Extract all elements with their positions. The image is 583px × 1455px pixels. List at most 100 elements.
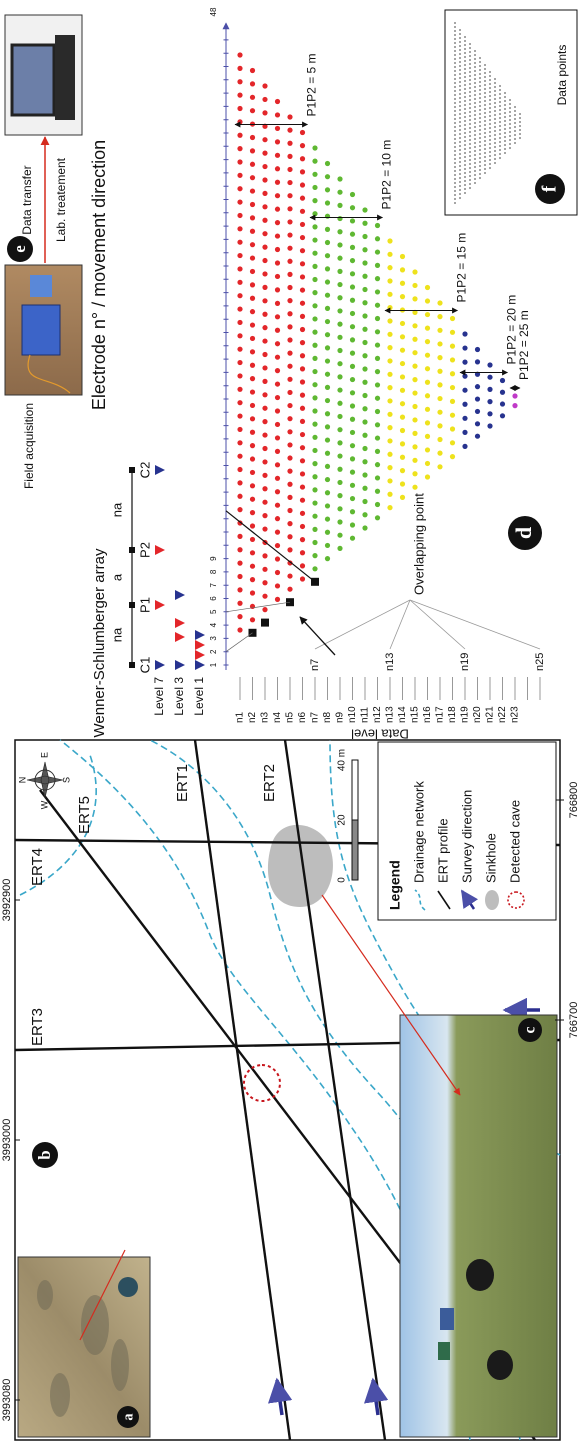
data-point — [387, 332, 392, 337]
mini-data-point — [459, 157, 461, 159]
overlap-level-label: n7 — [309, 659, 321, 671]
data-point — [350, 311, 355, 316]
data-point — [387, 278, 392, 283]
data-point — [262, 446, 267, 451]
data-point — [337, 322, 342, 327]
electrode-number: 5 — [209, 609, 218, 614]
data-point — [300, 563, 305, 568]
data-point — [375, 223, 380, 228]
mini-data-point — [489, 131, 491, 133]
data-point — [350, 470, 355, 475]
data-point — [262, 325, 267, 330]
data-point — [300, 445, 305, 450]
data-level-axis-label: Data level — [351, 727, 409, 742]
data-point — [250, 537, 255, 542]
mini-data-point — [454, 50, 456, 52]
array-triangle — [155, 600, 165, 610]
mini-data-point — [494, 162, 496, 164]
data-point — [237, 454, 242, 459]
data-point — [437, 396, 442, 401]
data-point — [362, 300, 367, 305]
data-point — [400, 455, 405, 460]
data-point — [312, 277, 317, 282]
array-triangle — [195, 650, 205, 660]
mini-data-point — [474, 102, 476, 104]
data-point — [250, 416, 255, 421]
electrode-mark — [224, 370, 229, 375]
mini-data-point — [469, 183, 471, 185]
data-point — [425, 461, 430, 466]
spacing-label: P1P2 = 5 m — [305, 53, 319, 116]
data-point — [237, 480, 242, 485]
mini-data-point — [479, 93, 481, 95]
electrode-mark — [224, 290, 229, 295]
mini-data-point — [479, 153, 481, 155]
mini-data-point — [459, 81, 461, 83]
data-point — [325, 253, 330, 258]
mini-data-point — [484, 172, 486, 174]
data-point — [300, 156, 305, 161]
mini-data-point — [519, 125, 521, 127]
data-level-label: n15 — [410, 706, 421, 723]
data-point — [375, 263, 380, 268]
data-point — [350, 509, 355, 514]
mini-data-point — [494, 94, 496, 96]
mini-data-point — [454, 154, 456, 156]
data-point — [362, 366, 367, 371]
photo-laptop-screen — [12, 45, 54, 115]
data-point — [287, 403, 292, 408]
mini-data-point — [464, 100, 466, 102]
data-point — [287, 429, 292, 434]
data-level-label: n13 — [385, 706, 396, 723]
data-point — [300, 143, 305, 148]
data-point — [262, 258, 267, 263]
data-point — [425, 474, 430, 479]
mini-data-point — [494, 150, 496, 152]
landscape-layer: ERT1ERT2ERT3ERT4ERT5acb39930803993000399… — [1, 7, 580, 1440]
data-point — [237, 360, 242, 365]
data-point — [400, 361, 405, 366]
data-point — [250, 523, 255, 528]
spacing-label: P1P2 = 25 m — [517, 310, 531, 380]
mini-data-point — [464, 132, 466, 134]
data-point — [237, 79, 242, 84]
data-point — [400, 441, 405, 446]
data-point — [462, 388, 467, 393]
mini-data-point — [514, 110, 516, 112]
data-point — [237, 133, 242, 138]
mini-data-point — [469, 131, 471, 133]
data-point — [337, 427, 342, 432]
data-point — [275, 247, 280, 252]
data-point — [325, 411, 330, 416]
array-triangle — [195, 630, 205, 640]
data-point — [325, 385, 330, 390]
data-point — [287, 167, 292, 172]
mini-data-point — [489, 99, 491, 101]
mini-data-point — [504, 116, 506, 118]
mini-data-point — [509, 111, 511, 113]
mini-data-point — [469, 155, 471, 157]
compass-letter: W — [39, 800, 49, 809]
scale-label: 20 — [337, 814, 348, 826]
mini-data-point — [489, 167, 491, 169]
data-point — [287, 547, 292, 552]
data-point — [300, 576, 305, 581]
mini-data-point — [494, 102, 496, 104]
array-electrode — [129, 602, 135, 608]
mini-data-point — [459, 145, 461, 147]
mini-data-point — [514, 134, 516, 136]
data-point — [362, 260, 367, 265]
data-point — [325, 398, 330, 403]
inset-terrain — [111, 1339, 129, 1391]
mini-data-point — [509, 119, 511, 121]
data-point — [475, 384, 480, 389]
data-point — [287, 141, 292, 146]
data-point — [437, 382, 442, 387]
mini-data-point — [454, 150, 456, 152]
array-level-label: Level 3 — [172, 677, 186, 716]
data-point — [425, 326, 430, 331]
data-point — [300, 287, 305, 292]
data-point — [325, 345, 330, 350]
data-point — [262, 486, 267, 491]
array-triangle — [175, 590, 185, 600]
